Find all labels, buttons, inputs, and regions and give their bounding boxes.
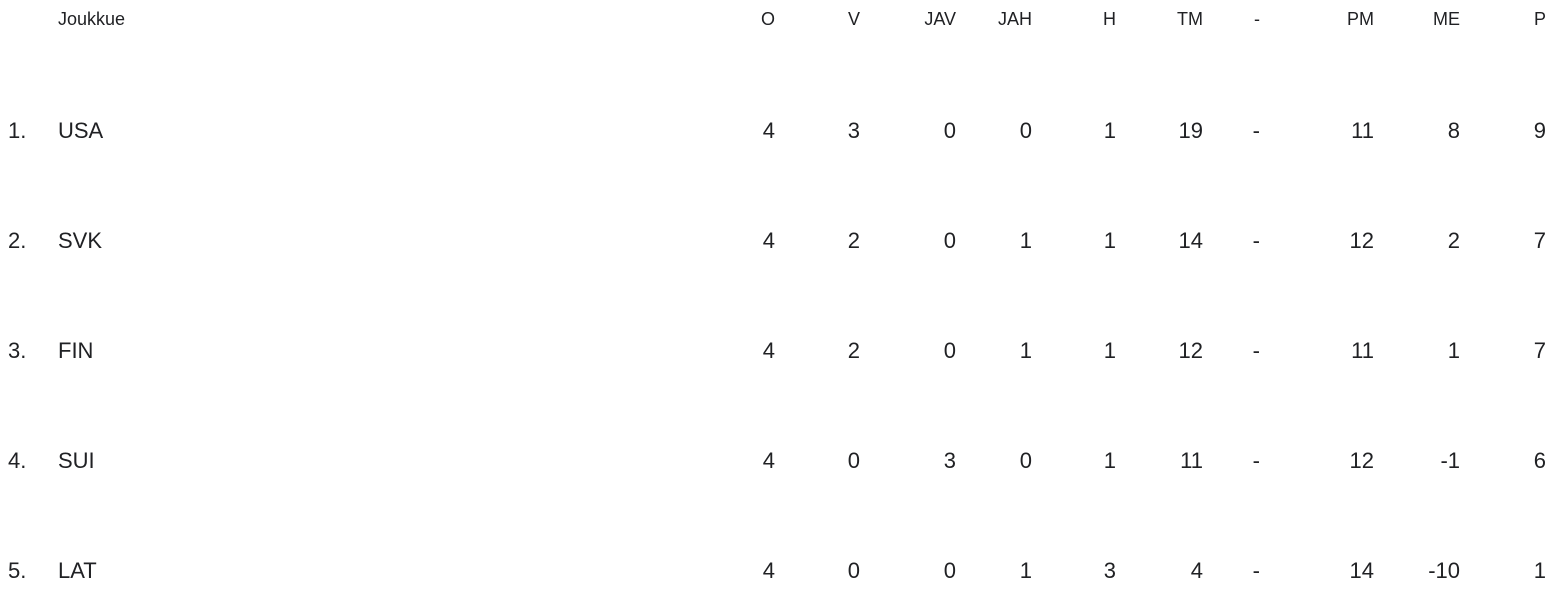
played-cell: 4: [762, 558, 775, 583]
ot-losses-cell: 1: [1019, 558, 1032, 583]
rank-cell: 4.: [8, 448, 27, 473]
separator-cell: -: [1252, 228, 1260, 253]
table-row: 1. USA 4 3 0 0 1 19 - 11 8 9: [0, 110, 1564, 150]
goals-against-cell: 11: [1351, 338, 1374, 363]
separator-cell: -: [1252, 558, 1260, 583]
team-cell: USA: [58, 118, 104, 143]
goals-for-cell: 14: [1178, 228, 1203, 253]
header-row: Joukkue O V JAV JAH H TM - PM ME P: [0, 0, 1564, 40]
points-cell: 7: [1533, 338, 1546, 363]
goal-diff-cell: -1: [1440, 448, 1460, 473]
ot-losses-cell: 1: [1019, 338, 1032, 363]
header-goals-for: TM: [1177, 9, 1203, 29]
played-cell: 4: [762, 338, 775, 363]
team-cell: FIN: [58, 338, 94, 363]
header-points: P: [1533, 9, 1546, 29]
goals-for-cell: 19: [1178, 118, 1203, 143]
goals-for-cell: 11: [1180, 448, 1203, 473]
points-cell: 6: [1533, 448, 1546, 473]
ot-losses-cell: 0: [1019, 118, 1032, 143]
goals-against-cell: 12: [1349, 228, 1374, 253]
separator-cell: -: [1252, 118, 1260, 143]
team-cell: LAT: [58, 558, 97, 583]
ot-losses-cell: 1: [1019, 228, 1032, 253]
goals-against-cell: 14: [1349, 558, 1374, 583]
wins-cell: 2: [847, 228, 860, 253]
header-ot-wins: JAV: [924, 9, 956, 29]
goals-against-cell: 12: [1349, 448, 1374, 473]
rank-cell: 1.: [8, 118, 27, 143]
goal-diff-cell: 8: [1447, 118, 1460, 143]
ot-losses-cell: 0: [1019, 448, 1032, 473]
separator-cell: -: [1252, 338, 1260, 363]
header-ot-losses: JAH: [997, 9, 1032, 29]
header-played: O: [760, 9, 775, 29]
played-cell: 4: [762, 118, 775, 143]
points-cell: 9: [1533, 118, 1546, 143]
points-cell: 7: [1533, 228, 1546, 253]
wins-cell: 3: [847, 118, 860, 143]
ot-wins-cell: 0: [943, 118, 956, 143]
wins-cell: 0: [847, 448, 860, 473]
losses-cell: 1: [1103, 338, 1116, 363]
wins-cell: 0: [847, 558, 860, 583]
goal-diff-cell: 2: [1447, 228, 1460, 253]
header-goals-against: PM: [1347, 9, 1374, 29]
losses-cell: 1: [1103, 448, 1116, 473]
ot-wins-cell: 0: [943, 228, 956, 253]
header-losses: H: [1103, 9, 1116, 29]
played-cell: 4: [762, 228, 775, 253]
goal-diff-cell: 1: [1447, 338, 1460, 363]
goals-for-cell: 12: [1178, 338, 1203, 363]
ot-wins-cell: 0: [943, 558, 956, 583]
table-row: 5. LAT 4 0 0 1 3 4 - 14 -10 1: [0, 550, 1564, 590]
team-cell: SVK: [58, 228, 103, 253]
rank-cell: 5.: [8, 558, 27, 583]
rank-cell: 3.: [8, 338, 27, 363]
ot-wins-cell: 3: [943, 448, 956, 473]
points-cell: 1: [1533, 558, 1546, 583]
team-cell: SUI: [58, 448, 95, 473]
goals-against-cell: 11: [1351, 118, 1374, 143]
losses-cell: 1: [1103, 118, 1116, 143]
ot-wins-cell: 0: [943, 338, 956, 363]
losses-cell: 3: [1103, 558, 1116, 583]
separator-cell: -: [1252, 448, 1260, 473]
table-row: 3. FIN 4 2 0 1 1 12-11 1 7: [0, 330, 1564, 370]
header-team: Joukkue: [58, 9, 126, 29]
table-row: 4. SUI 4 0 3 0 1 11-12 -1 6: [0, 440, 1564, 480]
played-cell: 4: [762, 448, 775, 473]
header-separator: -: [1254, 9, 1260, 29]
goals-for-cell: 4: [1190, 558, 1203, 583]
header-wins: V: [847, 9, 860, 29]
wins-cell: 2: [847, 338, 860, 363]
goal-diff-cell: -10: [1428, 558, 1460, 583]
header-goal-diff: ME: [1433, 9, 1460, 29]
table-row: 2. SVK 4 2 0 1 1 14 - 12 2 7: [0, 220, 1564, 260]
losses-cell: 1: [1103, 228, 1116, 253]
rank-cell: 2.: [8, 228, 27, 253]
